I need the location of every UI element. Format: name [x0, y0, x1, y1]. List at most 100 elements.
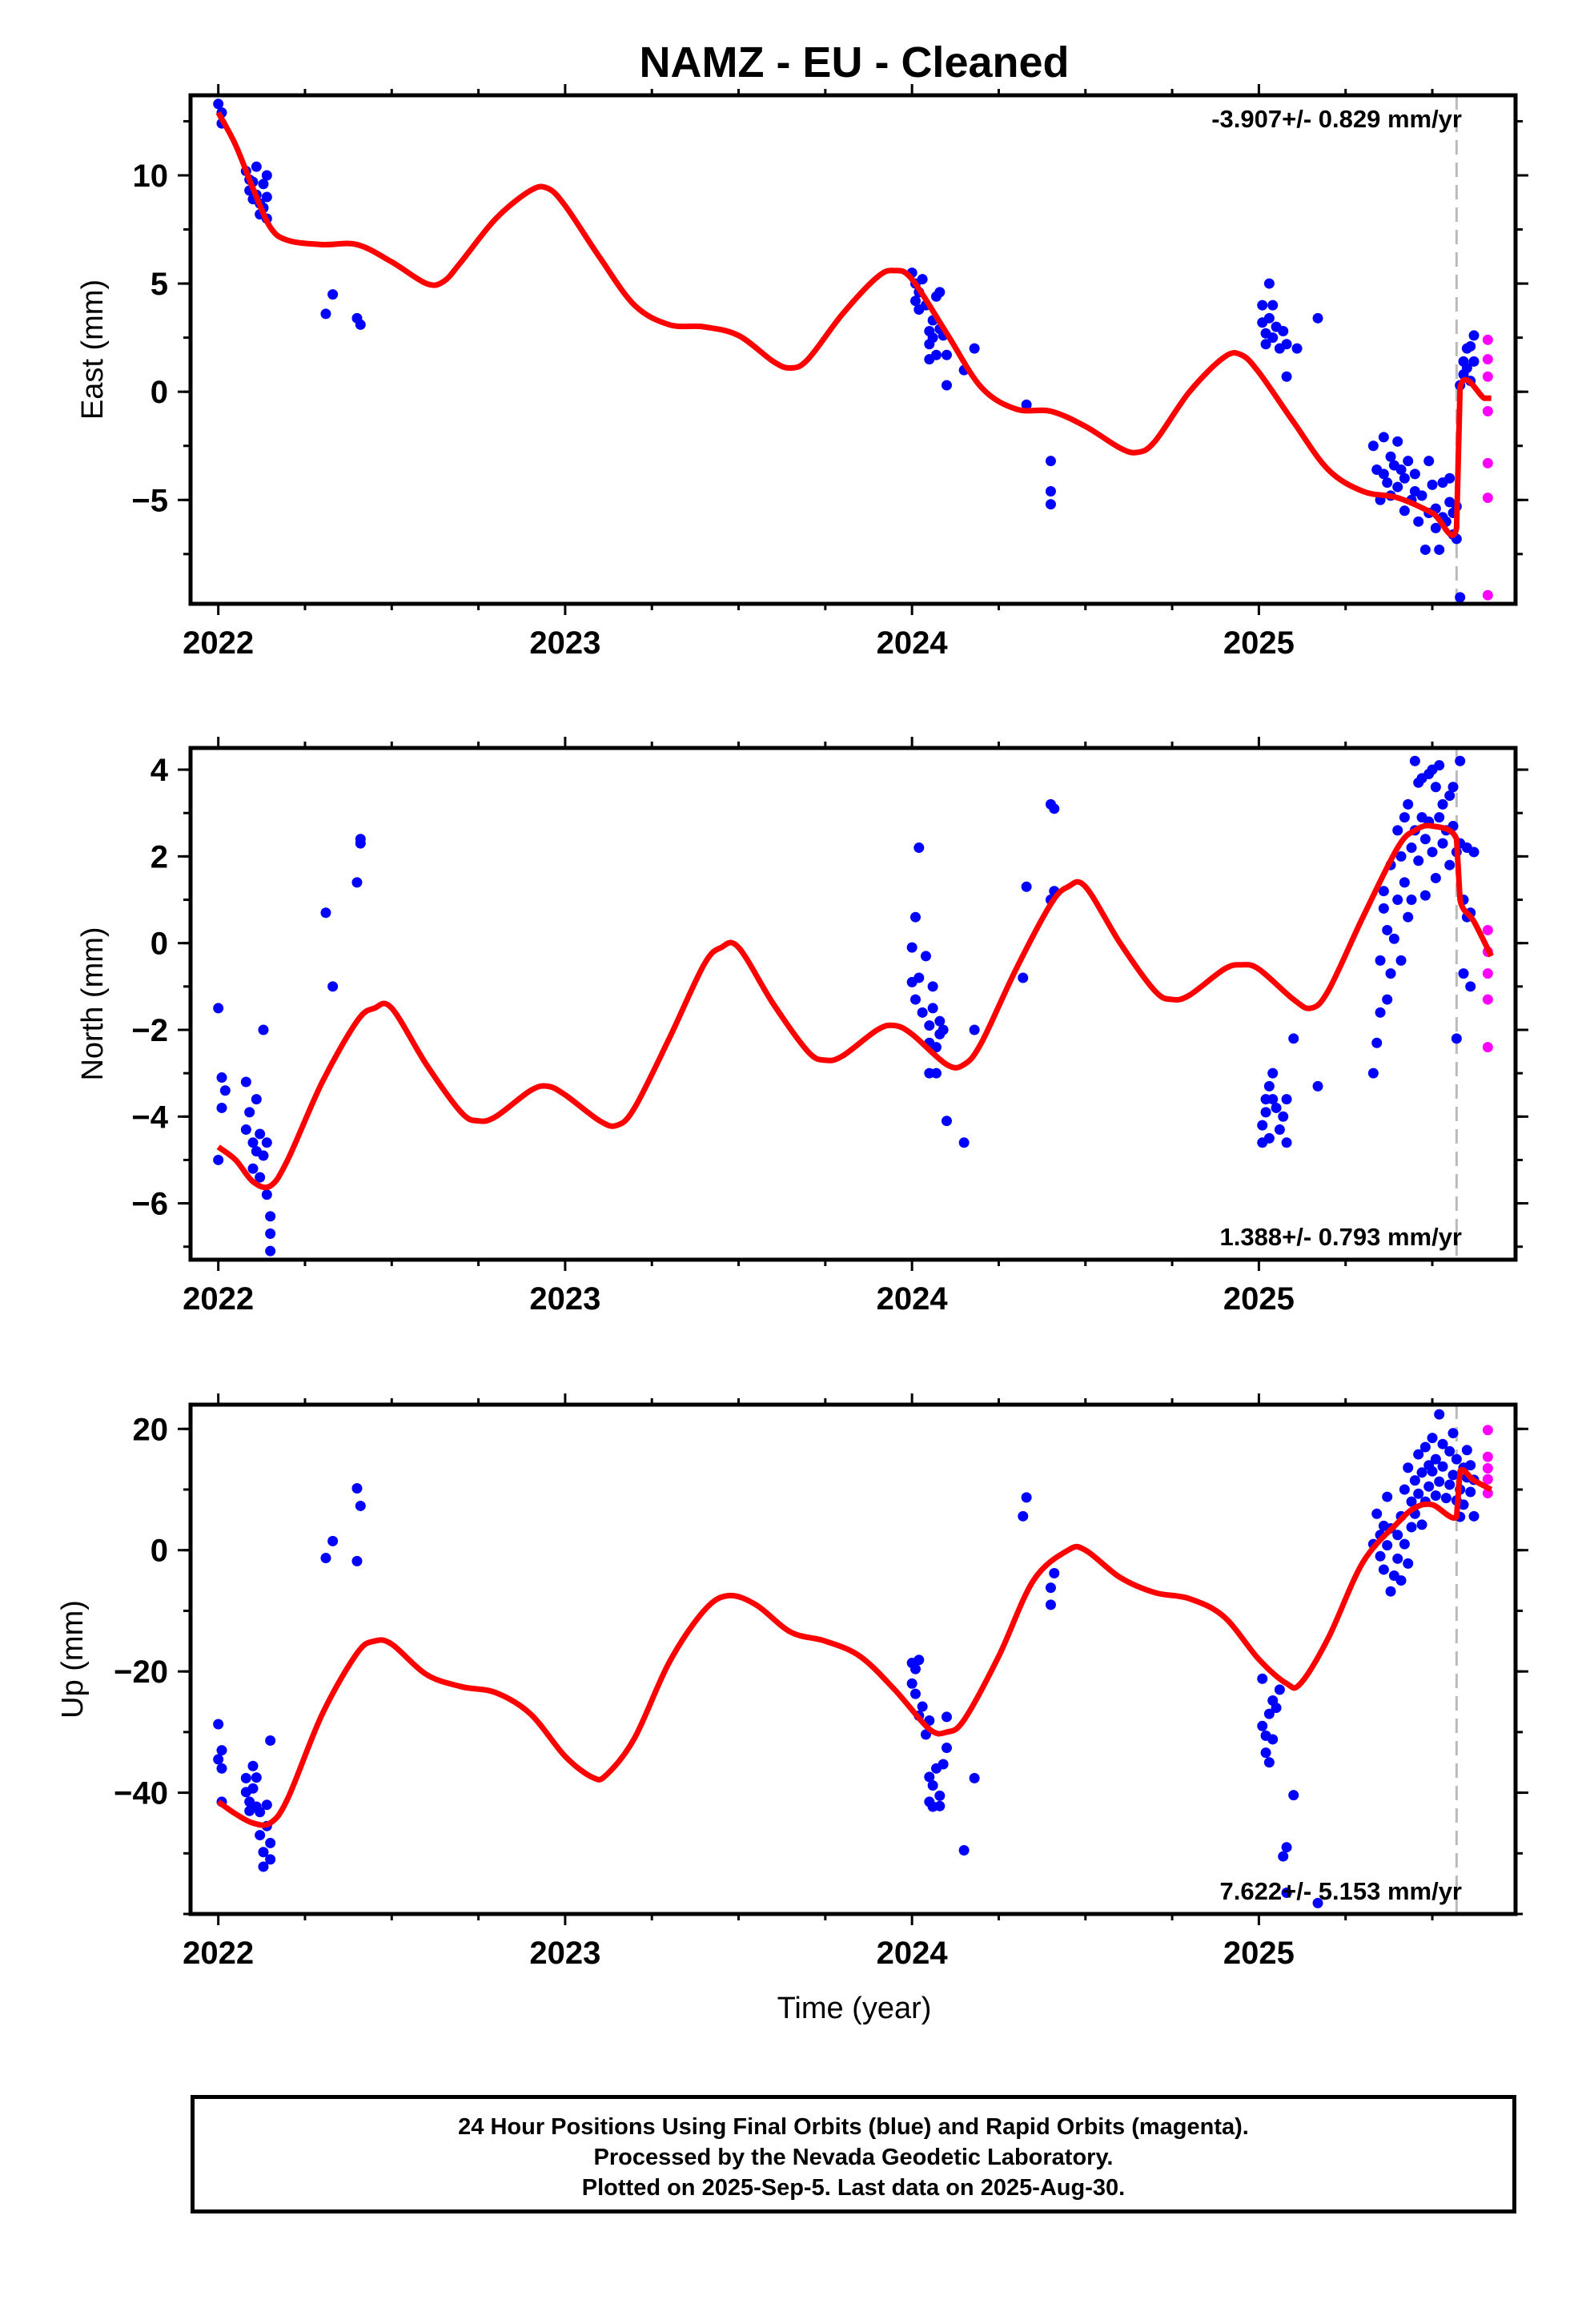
final-orbit-point: [1021, 881, 1032, 892]
x-tick-label: 2025: [1223, 625, 1295, 661]
final-orbit-point: [1278, 1111, 1289, 1122]
final-orbit-point: [934, 1800, 946, 1811]
final-orbit-point: [1461, 1445, 1472, 1456]
final-orbit-point: [1312, 312, 1323, 324]
final-orbit-point: [1465, 981, 1476, 992]
final-orbit-point: [251, 161, 262, 172]
panel-data: [213, 755, 1494, 1256]
final-orbit-point: [909, 911, 921, 923]
final-orbit-point: [917, 1007, 928, 1018]
final-orbit-point: [1427, 1466, 1438, 1477]
final-orbit-point: [265, 1837, 276, 1848]
final-orbit-point: [1430, 522, 1441, 533]
final-orbit-point: [216, 1745, 227, 1756]
final-orbit-point: [1312, 1080, 1323, 1092]
final-orbit-point: [1423, 1481, 1435, 1492]
final-orbit-point: [1018, 972, 1029, 983]
final-orbit-point: [1385, 1586, 1396, 1597]
final-orbit-point: [1257, 1720, 1268, 1731]
final-orbit-point: [1257, 300, 1268, 311]
final-orbit-point: [969, 343, 980, 354]
final-orbit-point: [1403, 1462, 1414, 1474]
y-tick-label: 2: [151, 839, 168, 875]
final-orbit-point: [1409, 1475, 1420, 1486]
final-orbit-point: [1447, 782, 1459, 793]
final-orbit-point: [1021, 1492, 1032, 1503]
x-tick-label: 2022: [183, 1936, 254, 1971]
final-orbit-point: [258, 179, 269, 190]
final-orbit-point: [1260, 1107, 1271, 1118]
final-orbit-point: [240, 1076, 251, 1088]
final-orbit-point: [351, 1482, 363, 1494]
final-orbit-point: [1278, 1851, 1289, 1862]
final-orbit-point: [1392, 1530, 1403, 1541]
final-orbit-point: [258, 1024, 269, 1035]
final-orbit-point: [1461, 362, 1472, 373]
final-orbit-point: [930, 349, 942, 360]
final-orbit-point: [958, 1137, 970, 1148]
panel-data: [213, 1409, 1493, 1908]
final-orbit-point: [1267, 300, 1279, 311]
final-orbit-point: [1045, 1599, 1056, 1610]
final-orbit-point: [327, 289, 339, 300]
final-orbit-point: [1409, 468, 1420, 480]
final-orbit-point: [1288, 1790, 1299, 1801]
final-orbit-point: [1419, 834, 1431, 845]
rapid-orbit-point: [1482, 1474, 1493, 1485]
y-axis-label: North (mm): [76, 927, 110, 1080]
final-orbit-point: [1274, 1684, 1285, 1695]
final-orbit-point: [909, 1688, 921, 1699]
final-orbit-point: [1419, 1441, 1431, 1453]
footer-line-2: Processed by the Nevada Geodetic Laborat…: [593, 2145, 1114, 2170]
final-orbit-point: [1385, 968, 1396, 979]
footer-box: 24 Hour Positions Using Final Orbits (bl…: [191, 2095, 1516, 2213]
final-orbit-point: [1455, 755, 1466, 766]
final-orbit-point: [1281, 1888, 1292, 1898]
final-orbit-point: [1430, 872, 1441, 883]
y-tick-label: 10: [133, 159, 169, 194]
final-orbit-point: [1455, 592, 1466, 603]
x-tick-label: 2023: [529, 1281, 600, 1317]
final-orbit-point: [924, 1771, 935, 1783]
final-orbit-point: [1260, 339, 1271, 350]
final-orbit-point: [261, 1137, 272, 1148]
final-orbit-point: [1444, 472, 1456, 484]
final-orbit-point: [1403, 456, 1414, 467]
final-orbit-point: [1312, 1897, 1323, 1908]
final-orbit-point: [327, 981, 339, 992]
final-orbit-point: [1399, 1538, 1410, 1550]
final-orbit-point: [1392, 895, 1403, 906]
panel-frame: [188, 746, 1518, 1262]
final-orbit-point: [258, 1847, 269, 1858]
final-orbit-point: [930, 1068, 942, 1079]
final-orbit-point: [1367, 440, 1379, 452]
final-orbit-point: [320, 907, 331, 919]
final-orbit-point: [1406, 895, 1417, 906]
final-orbit-point: [1434, 544, 1445, 555]
final-orbit-point: [355, 319, 366, 330]
final-orbit-point: [934, 1015, 946, 1027]
final-orbit-point: [927, 332, 938, 344]
final-orbit-point: [1444, 790, 1456, 802]
rapid-orbit-point: [1482, 493, 1493, 504]
panel-frame: [188, 93, 1518, 606]
final-orbit-point: [240, 1772, 251, 1783]
final-orbit-point: [261, 1799, 272, 1811]
final-orbit-point: [1267, 332, 1279, 344]
final-orbit-point: [930, 1042, 942, 1053]
final-orbit-point: [913, 972, 925, 983]
final-orbit-point: [1371, 1037, 1383, 1048]
final-orbit-point: [1375, 955, 1386, 966]
x-tick-label: 2024: [877, 625, 949, 661]
final-orbit-point: [1382, 1491, 1393, 1502]
y-axis-label: East (mm): [76, 279, 110, 420]
final-orbit-point: [1281, 1094, 1292, 1105]
y-axis-label: Up (mm): [56, 1600, 90, 1719]
final-orbit-point: [261, 1189, 272, 1200]
final-orbit-point: [1468, 330, 1480, 341]
final-orbit-point: [1281, 339, 1292, 350]
final-orbit-point: [1399, 472, 1410, 484]
final-orbit-point: [1427, 1433, 1438, 1444]
final-orbit-point: [1395, 850, 1407, 862]
